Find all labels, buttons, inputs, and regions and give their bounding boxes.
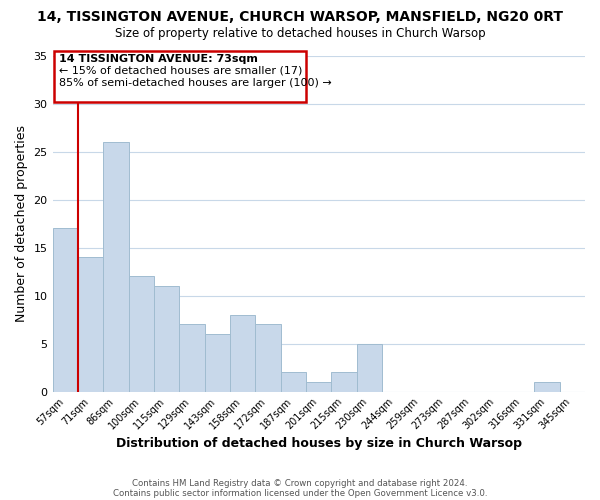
Text: 14, TISSINGTON AVENUE, CHURCH WARSOP, MANSFIELD, NG20 0RT: 14, TISSINGTON AVENUE, CHURCH WARSOP, MA… — [37, 10, 563, 24]
Bar — [534, 382, 560, 392]
Bar — [205, 334, 230, 392]
Bar — [54, 50, 306, 102]
Bar — [357, 344, 382, 392]
Bar — [179, 324, 205, 392]
Bar — [281, 372, 306, 392]
Bar — [53, 228, 78, 392]
X-axis label: Distribution of detached houses by size in Church Warsop: Distribution of detached houses by size … — [116, 437, 522, 450]
Bar — [154, 286, 179, 392]
Text: Contains HM Land Registry data © Crown copyright and database right 2024.: Contains HM Land Registry data © Crown c… — [132, 478, 468, 488]
Bar — [230, 315, 256, 392]
Text: 85% of semi-detached houses are larger (100) →: 85% of semi-detached houses are larger (… — [59, 78, 332, 88]
Text: 14 TISSINGTON AVENUE: 73sqm: 14 TISSINGTON AVENUE: 73sqm — [59, 54, 258, 64]
Bar — [78, 257, 103, 392]
Bar — [331, 372, 357, 392]
Text: Size of property relative to detached houses in Church Warsop: Size of property relative to detached ho… — [115, 28, 485, 40]
Y-axis label: Number of detached properties: Number of detached properties — [15, 125, 28, 322]
Text: ← 15% of detached houses are smaller (17): ← 15% of detached houses are smaller (17… — [59, 65, 302, 75]
Bar — [256, 324, 281, 392]
Bar — [306, 382, 331, 392]
Bar — [103, 142, 128, 392]
Text: Contains public sector information licensed under the Open Government Licence v3: Contains public sector information licen… — [113, 488, 487, 498]
Bar — [128, 276, 154, 392]
